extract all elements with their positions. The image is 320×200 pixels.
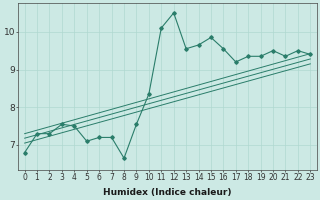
- X-axis label: Humidex (Indice chaleur): Humidex (Indice chaleur): [103, 188, 232, 197]
